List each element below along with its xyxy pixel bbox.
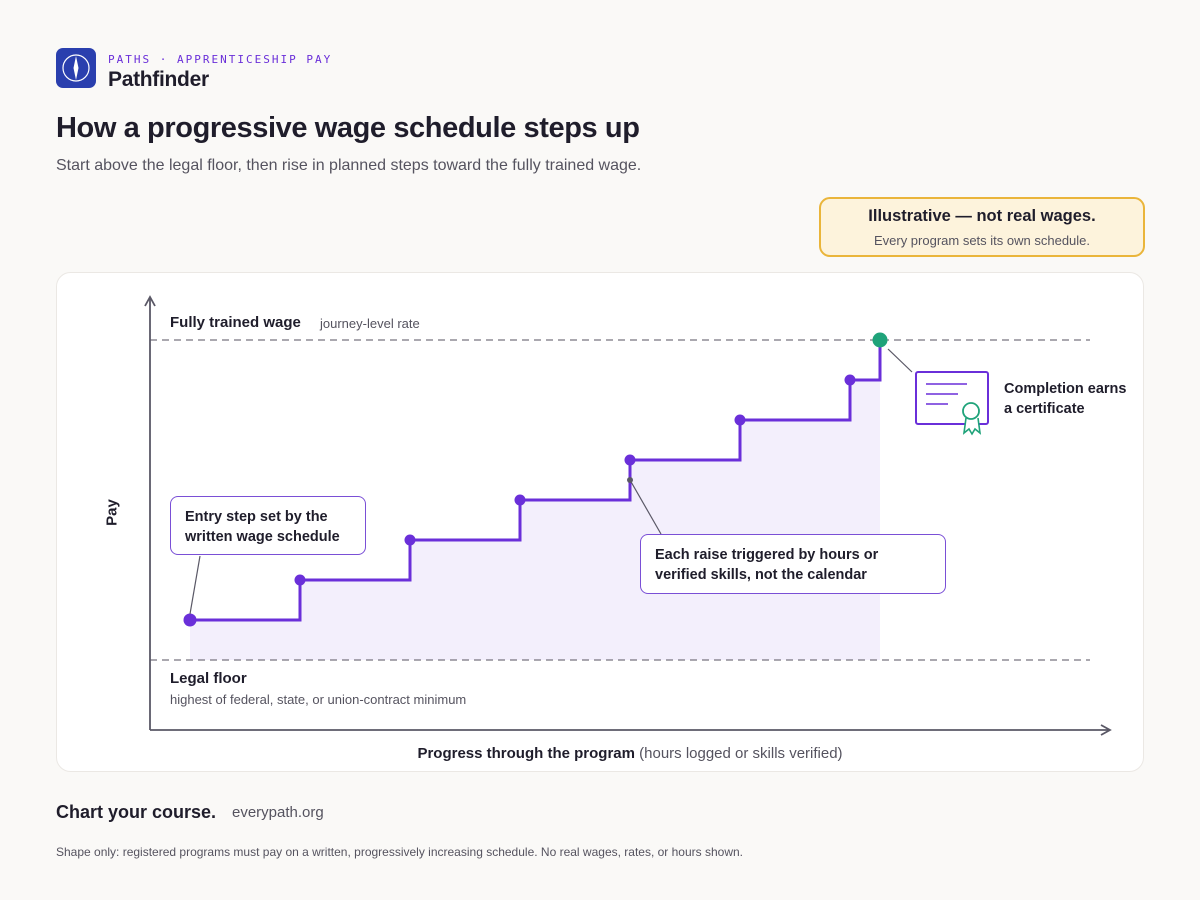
eyebrow: PATHS · APPRENTICESHIP PAY	[108, 53, 333, 66]
floor-detail: highest of federal, state, or union-cont…	[170, 692, 467, 707]
subtitle: Start above the legal floor, then rise i…	[56, 157, 642, 174]
logo-compass	[62, 54, 90, 82]
notice-text: Every program sets its own schedule.	[873, 233, 1091, 248]
top-line-label: Fully trained wage	[170, 314, 301, 331]
step-dots	[183, 374, 856, 627]
tagline: Chart your course.	[56, 802, 217, 822]
notice-box	[819, 197, 1145, 257]
certificate-seal	[962, 402, 980, 420]
callout: Entry step set by the written wage sched…	[170, 496, 366, 555]
x-axis-label-main: Progress through the program	[417, 745, 635, 762]
x-axis-label-detail: (hours logged or skills verified)	[639, 745, 843, 762]
top-line-detail: journey-level rate	[320, 316, 420, 331]
floor-label: Legal floor	[170, 670, 247, 687]
connector	[629, 479, 662, 535]
step-dot	[514, 494, 526, 506]
connector	[887, 348, 913, 373]
y-axis-label: Pay	[103, 499, 121, 526]
connector-dot	[627, 477, 633, 483]
callout: Each raise triggered by hours or verifie…	[640, 534, 946, 594]
notice-title: Illustrative — not real wages.	[868, 207, 1096, 225]
step-dot	[844, 374, 856, 386]
certificate-ribbon	[962, 417, 982, 436]
footnote: Shape only: registered programs must pay…	[56, 845, 744, 859]
step-dot	[183, 613, 197, 627]
brand: Pathfinder	[108, 68, 209, 91]
completion-dot	[872, 332, 888, 348]
step-dot	[404, 534, 416, 546]
page-title: How a progressive wage schedule steps up	[56, 112, 640, 144]
site-url: everypath.org	[232, 804, 324, 821]
certificate-caption: Completion earns a certificate	[1004, 381, 1127, 417]
logo-needle	[73, 56, 79, 80]
step-line	[190, 340, 882, 622]
x-axis-label: Progress through the program (hours logg…	[150, 745, 1110, 762]
step-dot	[294, 574, 306, 586]
step-dot	[624, 454, 636, 466]
connector	[189, 555, 201, 615]
step-dot	[734, 414, 746, 426]
